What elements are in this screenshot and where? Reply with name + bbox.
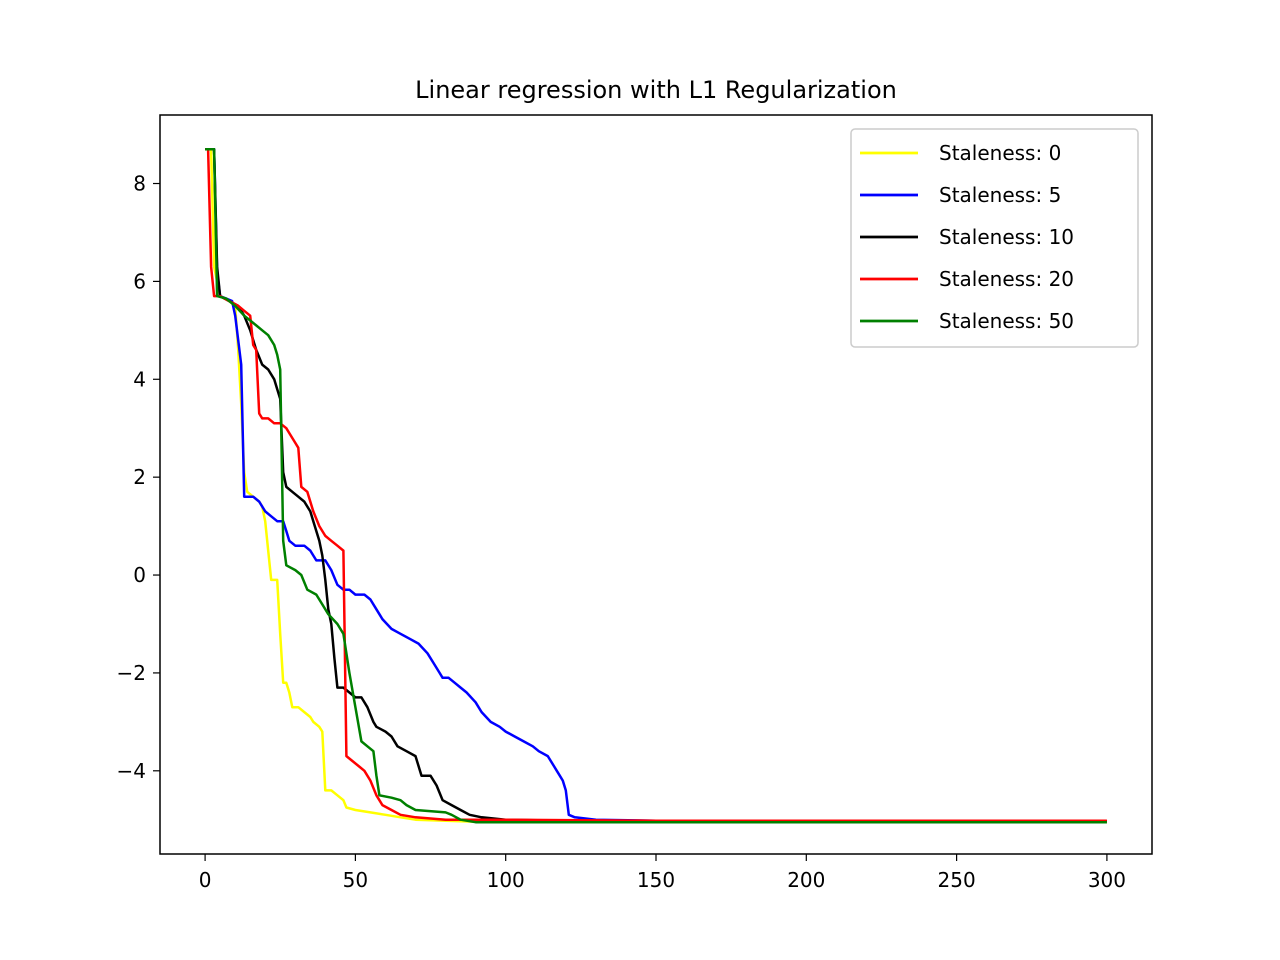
legend-label: Staleness: 20 [939, 267, 1074, 291]
x-tick-label: 0 [199, 868, 212, 892]
x-tick-label: 50 [343, 868, 368, 892]
chart-title: Linear regression with L1 Regularization [415, 76, 897, 104]
x-tick-label: 300 [1088, 868, 1126, 892]
y-tick-label: 0 [133, 563, 146, 587]
y-tick-label: −4 [117, 759, 146, 783]
y-axis: −4 −2 0 2 4 6 8 [117, 172, 160, 783]
legend: Staleness: 0 Staleness: 5 Staleness: 10 Sta… [850, 128, 1139, 348]
y-tick-label: −2 [117, 661, 146, 685]
legend-label: Staleness: 50 [939, 309, 1074, 333]
legend-label: Staleness: 5 [939, 183, 1061, 207]
series-line-3 [205, 148, 1107, 822]
x-tick-label: 250 [938, 868, 976, 892]
y-tick-label: 2 [133, 465, 146, 489]
legend-label: Staleness: 10 [939, 225, 1074, 249]
series-line-2 [205, 148, 1107, 823]
series-layer [205, 148, 1107, 824]
x-tick-label: 100 [487, 868, 525, 892]
series-line-1 [205, 148, 1107, 823]
x-tick-label: 150 [637, 868, 675, 892]
legend-label: Staleness: 0 [939, 141, 1061, 165]
y-tick-label: 8 [133, 172, 146, 196]
y-tick-label: 6 [133, 269, 146, 293]
x-tick-label: 200 [787, 868, 825, 892]
series-line-4 [205, 148, 1107, 824]
y-tick-label: 4 [133, 367, 146, 391]
x-axis: 0 50 100 150 200 250 300 [199, 854, 1126, 892]
legend-box [850, 128, 1139, 348]
